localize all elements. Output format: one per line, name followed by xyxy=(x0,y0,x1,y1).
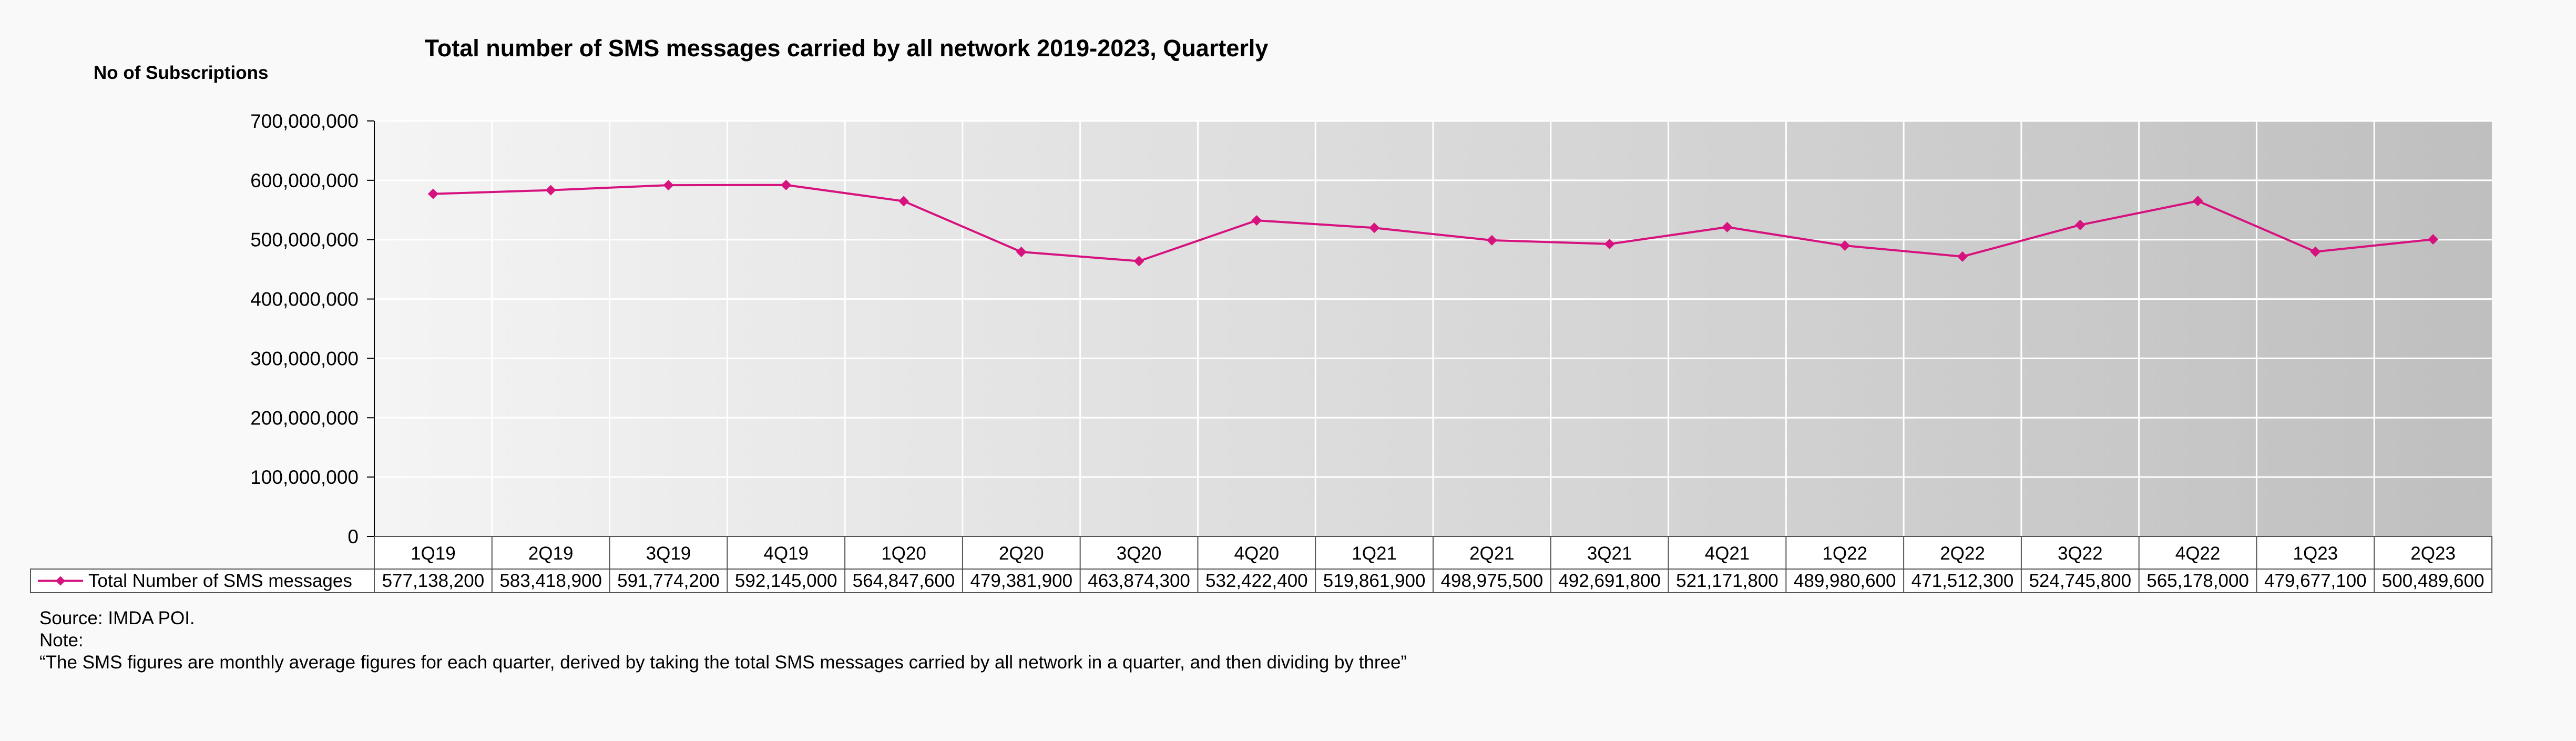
data-point xyxy=(427,188,438,199)
x-tick-label: 1Q23 xyxy=(2293,543,2338,564)
data-point xyxy=(2074,219,2086,230)
x-tick-label: 1Q21 xyxy=(1352,543,1397,564)
data-point xyxy=(898,196,909,207)
source-text: Source: IMDA POI. xyxy=(39,608,195,628)
data-label: 463,874,300 xyxy=(1088,571,1190,591)
x-tick-label: 1Q22 xyxy=(1822,543,1867,564)
data-label: 577,138,200 xyxy=(382,571,485,591)
data-point xyxy=(1251,215,1262,226)
chart-notes: Source: IMDA POI. Note: “The SMS figures… xyxy=(39,607,1407,674)
y-tick-label: 0 xyxy=(347,526,359,547)
data-point xyxy=(1839,240,1851,251)
data-point xyxy=(2310,246,2321,257)
table-data-row xyxy=(30,569,2492,593)
plot-area: 0 100,000,000 200,000,000 300,000,000 400,00… xyxy=(30,110,2492,593)
data-label: 489,980,600 xyxy=(1794,571,1896,591)
data-label: 524,745,800 xyxy=(2029,571,2131,591)
x-tick-label: 4Q19 xyxy=(763,543,809,564)
y-tick-label: 300,000,000 xyxy=(250,348,359,369)
y-tick-label: 500,000,000 xyxy=(250,229,359,251)
x-tick-label: 1Q20 xyxy=(881,543,926,564)
legend-marker xyxy=(56,576,65,586)
x-tick-label: 3Q19 xyxy=(646,543,691,564)
data-label: 592,145,000 xyxy=(735,571,837,591)
x-tick-label: 4Q22 xyxy=(2175,543,2221,564)
data-point xyxy=(1722,221,1733,232)
x-tick-label: 1Q19 xyxy=(411,543,456,564)
x-tick-label: 3Q20 xyxy=(1117,543,1162,564)
chart-title: Total number of SMS messages carried by … xyxy=(425,35,1269,62)
data-point xyxy=(1957,251,1968,262)
x-tick-label: 2Q19 xyxy=(528,543,574,564)
data-label: 498,975,500 xyxy=(1441,571,1543,591)
data-point xyxy=(663,180,674,191)
data-label: 500,489,600 xyxy=(2382,571,2485,591)
data-label: 471,512,300 xyxy=(1911,571,2014,591)
data-point xyxy=(1133,256,1144,267)
data-label: 532,422,400 xyxy=(1205,571,1308,591)
y-tick-label: 100,000,000 xyxy=(250,466,359,488)
x-tick-label: 4Q20 xyxy=(1234,543,1280,564)
x-tick-label: 3Q21 xyxy=(1587,543,1632,564)
y-tick-label: 400,000,000 xyxy=(250,289,359,310)
data-label: 591,774,200 xyxy=(617,571,720,591)
data-label: 565,178,000 xyxy=(2146,571,2249,591)
series-line xyxy=(433,184,2434,262)
x-tick-label: 4Q21 xyxy=(1705,543,1750,564)
data-label: 521,171,800 xyxy=(1676,571,1778,591)
data-point xyxy=(545,185,556,196)
x-tick-label: 2Q21 xyxy=(1469,543,1515,564)
data-label: 479,677,100 xyxy=(2264,571,2367,591)
y-tick-label: 700,000,000 xyxy=(250,110,359,132)
legend-label: Total Number of SMS messages xyxy=(88,571,352,591)
data-label: 479,381,900 xyxy=(970,571,1072,591)
data-point xyxy=(1486,235,1497,246)
data-point xyxy=(2428,234,2439,245)
y-axis-label: No of Subscriptions xyxy=(94,63,269,83)
data-label: 519,861,900 xyxy=(1323,571,1426,591)
x-tick-label: 2Q22 xyxy=(1940,543,1985,564)
data-label: 492,691,800 xyxy=(1558,571,1661,591)
data-point xyxy=(1016,246,1027,257)
data-label: 583,418,900 xyxy=(499,571,602,591)
x-tick-label: 2Q23 xyxy=(2410,543,2456,564)
note-text: “The SMS figures are monthly average fig… xyxy=(39,652,1407,673)
x-tick-label: 3Q22 xyxy=(2058,543,2103,564)
data-point xyxy=(2192,196,2203,207)
y-tick-label: 600,000,000 xyxy=(250,170,359,191)
data-point xyxy=(781,179,792,190)
data-point xyxy=(1604,238,1615,249)
data-label: 564,847,600 xyxy=(853,571,955,591)
data-point xyxy=(1369,222,1380,234)
y-tick-label: 200,000,000 xyxy=(250,407,359,429)
x-tick-label: 2Q20 xyxy=(999,543,1044,564)
note-label: Note: xyxy=(39,630,84,651)
